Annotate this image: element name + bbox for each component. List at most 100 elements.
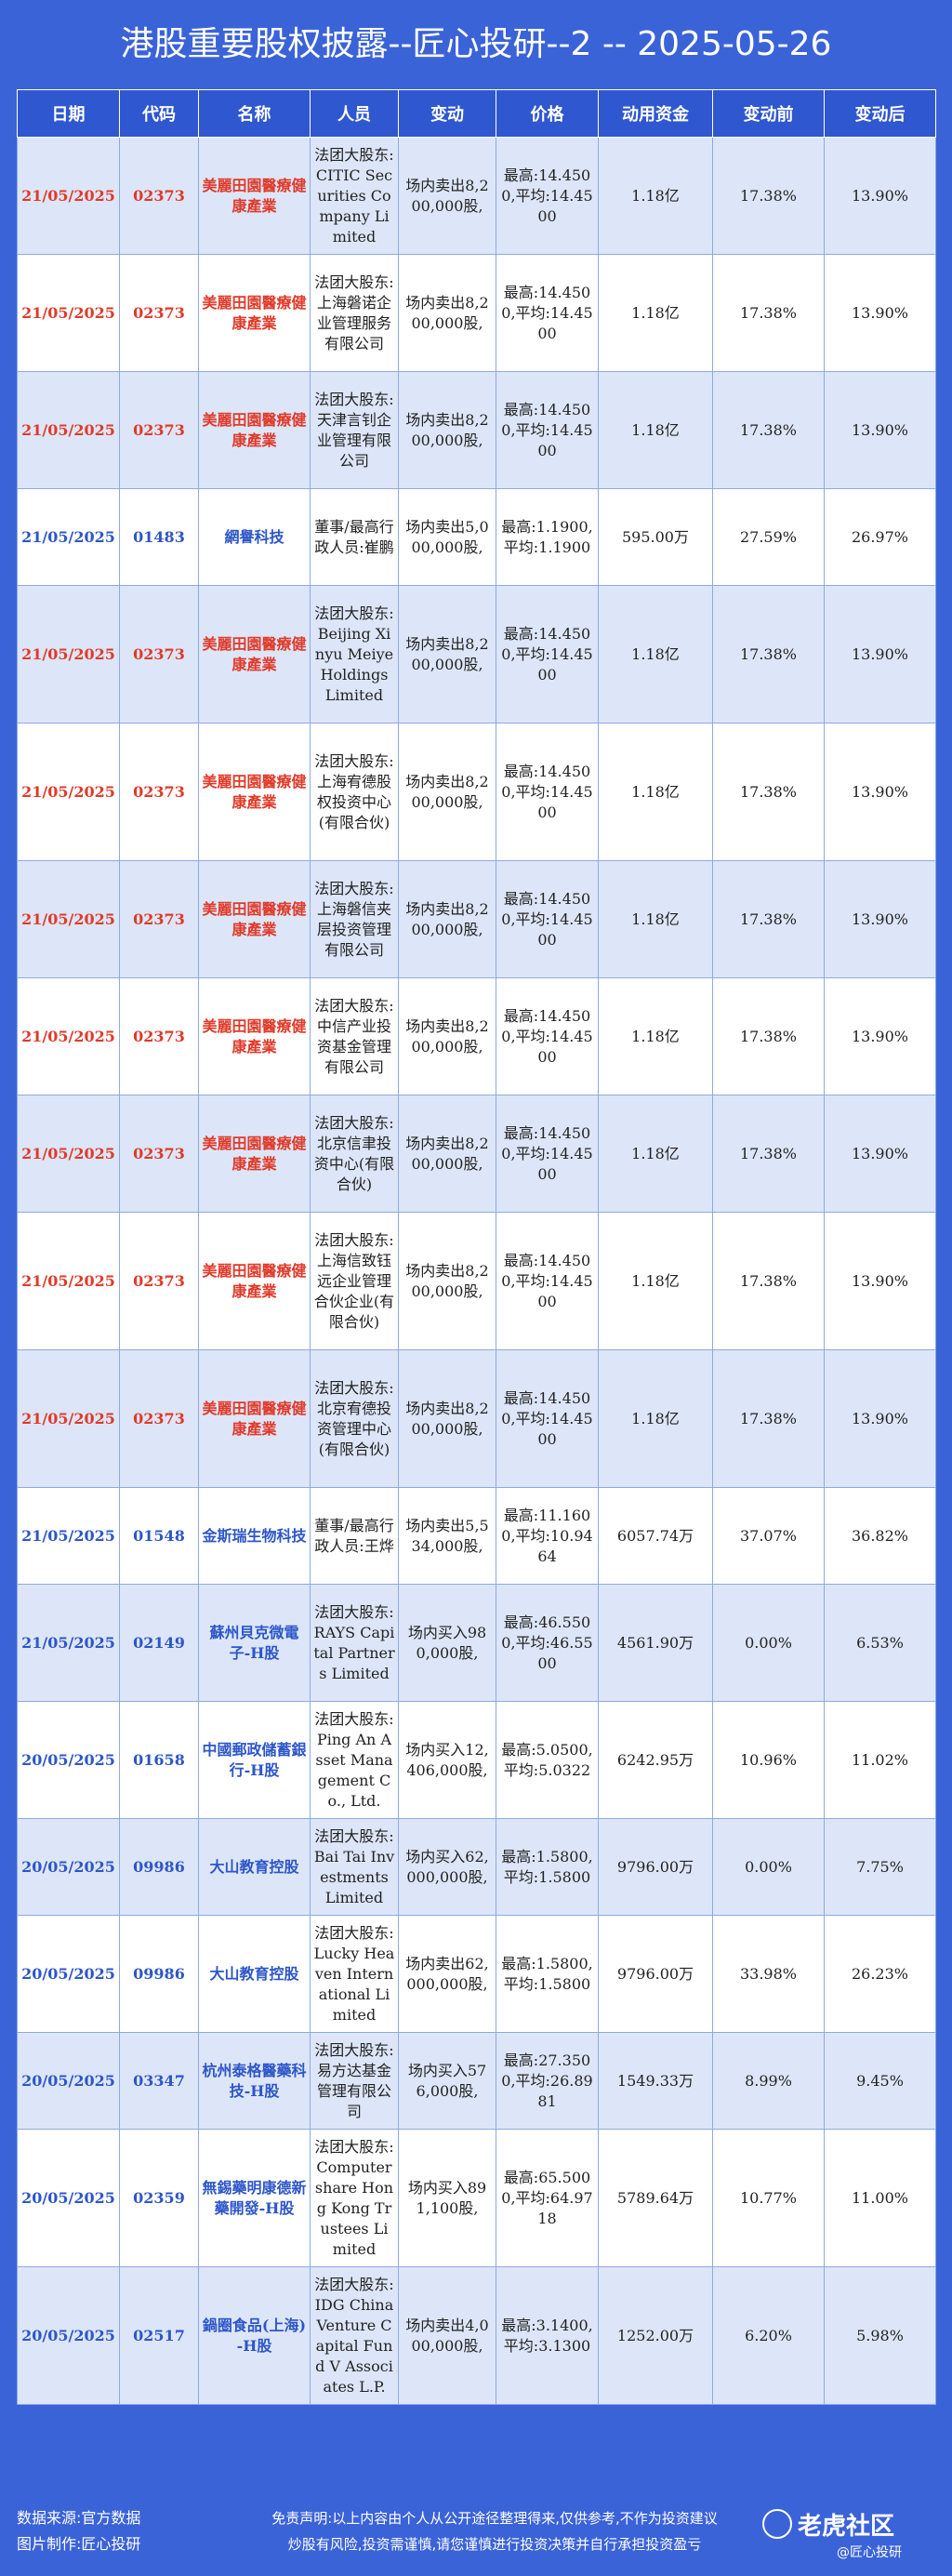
cell-person: 法团大股东:上海磐诺企业管理服务有限公司 [310,254,399,372]
cell-before: 8.99% [712,2032,825,2130]
cell-price: 最高:65.5000,平均:64.9718 [496,2129,599,2267]
cell-after: 13.90% [824,977,936,1095]
cell-change: 场内买入576,000股, [398,2032,496,2130]
col-header-name: 名称 [198,89,311,138]
cell-amount: 1.18亿 [598,860,713,978]
cell-person: 法团大股东:Ping An Asset Management Co., Ltd. [310,1701,399,1819]
cell-person: 法团大股东:北京信聿投资中心(有限合伙) [310,1095,399,1213]
cell-price: 最高:1.5800,平均:1.5800 [496,1818,599,1916]
cell-change: 场内卖出4,000,000股, [398,2266,496,2405]
col-header-before: 变动前 [712,89,825,138]
cell-price: 最高:5.0500,平均:5.0322 [496,1701,599,1819]
cell-after: 11.02% [824,1701,936,1819]
cell-after: 6.53% [824,1584,936,1702]
cell-amount: 5789.64万 [598,2129,713,2267]
cell-name: 美麗田園醫療健康產業 [198,1349,311,1488]
cell-date: 20/05/2025 [17,1915,120,2033]
cell-date: 21/05/2025 [17,585,120,724]
cell-person: 法团大股东:上海磐信夹层投资管理有限公司 [310,860,399,978]
cell-price: 最高:14.4500,平均:14.4500 [496,1349,599,1488]
cell-change: 场内卖出5,000,000股, [398,488,496,586]
table-row: 21/05/2025 02149 蘇州貝克微電子-H股 法团大股东:RAYS Capi… [17,1584,936,1702]
table-row: 20/05/2025 09986 大山教育控股 法团大股东:Bai Tai Inves… [17,1818,936,1916]
cell-amount: 4561.90万 [598,1584,713,1702]
cell-amount: 6057.74万 [598,1487,713,1585]
cell-date: 21/05/2025 [17,371,120,489]
cell-after: 13.90% [824,585,936,724]
cell-code: 02149 [119,1584,199,1702]
cell-person: 法团大股东:天津言钊企业管理有限公司 [310,371,399,489]
cell-person: 法团大股东:易方达基金管理有限公司 [310,2032,399,2130]
cell-code: 09986 [119,1818,199,1916]
cell-name: 美麗田園醫療健康產業 [198,1212,311,1350]
table-row: 21/05/2025 02373 美麗田園醫療健康產業 法团大股东:上海磐信夹层投资管… [17,860,936,978]
disclaimer-line-2: 炒股有风险,投资需谨慎,请您谨慎进行投资决策并自行承担投资盈亏 [287,2536,702,2553]
cell-amount: 595.00万 [598,488,713,586]
cell-price: 最高:46.5500,平均:46.5500 [496,1584,599,1702]
cell-name: 杭州泰格醫藥科技-H股 [198,2032,311,2130]
tiger-logo-icon [762,2509,792,2539]
disclaimer-line-1: 免责声明:以上内容由个人从公开途径整理得来,仅供参考,不作为投资建议 [271,2510,718,2527]
cell-name: 美麗田園醫療健康產業 [198,860,311,978]
cell-after: 11.00% [824,2129,936,2267]
cell-price: 最高:14.4500,平均:14.4500 [496,1095,599,1213]
cell-change: 场内卖出8,200,000股, [398,1212,496,1350]
cell-after: 13.90% [824,723,936,861]
cell-change: 场内卖出8,200,000股, [398,723,496,861]
cell-code: 02373 [119,254,199,372]
cell-amount: 1252.00万 [598,2266,713,2405]
cell-change: 场内卖出8,200,000股, [398,254,496,372]
cell-amount: 1.18亿 [598,1349,713,1488]
table-row: 20/05/2025 09986 大山教育控股 法团大股东:Lucky Heaven … [17,1915,936,2033]
footer-credits: 数据来源:官方数据 图片制作:匠心投研 [17,2505,140,2557]
cell-code: 01658 [119,1701,199,1819]
cell-before: 27.59% [712,488,825,586]
disclosure-table: 日期 代码 名称 人员 变动 价格 动用资金 变动前 变动后 21/05/202… [17,89,936,2405]
table-row: 20/05/2025 02359 無錫藥明康德新藥開發-H股 法团大股东:Comput… [17,2129,936,2267]
table-row: 21/05/2025 02373 美麗田園醫療健康產業 法团大股东:北京信聿投资中心(… [17,1095,936,1213]
cell-after: 13.90% [824,137,936,255]
cell-person: 董事/最高行政人员:崔鹏 [310,488,399,586]
cell-after: 13.90% [824,254,936,372]
cell-name: 美麗田園醫療健康產業 [198,977,311,1095]
cell-code: 03347 [119,2032,199,2130]
cell-after: 13.90% [824,860,936,978]
cell-date: 21/05/2025 [17,1584,120,1702]
cell-code: 01483 [119,488,199,586]
cell-name: 無錫藥明康德新藥開發-H股 [198,2129,311,2267]
cell-price: 最高:14.4500,平均:14.4500 [496,137,599,255]
footer-disclaimer: 免责声明:以上内容由个人从公开途径整理得来,仅供参考,不作为投资建议 炒股有风险… [244,2505,746,2557]
cell-after: 9.45% [824,2032,936,2130]
cell-date: 21/05/2025 [17,860,120,978]
cell-person: 法团大股东:上海宥德股权投资中心(有限合伙) [310,723,399,861]
col-header-change: 变动 [398,89,496,138]
disclosure-table-wrap: 日期 代码 名称 人员 变动 价格 动用资金 变动前 变动后 21/05/202… [17,89,936,2405]
cell-date: 21/05/2025 [17,1212,120,1350]
cell-code: 01548 [119,1487,199,1585]
col-header-date: 日期 [17,89,120,138]
cell-before: 17.38% [712,1212,825,1350]
cell-person: 法团大股东:上海信致钰远企业管理合伙企业(有限合伙) [310,1212,399,1350]
table-row: 21/05/2025 02373 美麗田園醫療健康產業 法团大股东:上海信致钰远企业管… [17,1212,936,1350]
cell-amount: 6242.95万 [598,1701,713,1819]
cell-date: 21/05/2025 [17,137,120,255]
cell-amount: 9796.00万 [598,1915,713,2033]
cell-price: 最高:14.4500,平均:14.4500 [496,585,599,724]
cell-amount: 1.18亿 [598,137,713,255]
author-handle: @匠心投研 [837,2545,902,2560]
cell-code: 02373 [119,1095,199,1213]
table-body: 21/05/2025 02373 美麗田園醫療健康產業 法团大股东:CITIC Sec… [17,137,936,2405]
cell-before: 10.77% [712,2129,825,2267]
footer: 数据来源:官方数据 图片制作:匠心投研 免责声明:以上内容由个人从公开途径整理得… [0,2494,952,2576]
cell-name: 美麗田園醫療健康產業 [198,585,311,724]
cell-amount: 1.18亿 [598,254,713,372]
cell-change: 场内卖出8,200,000股, [398,977,496,1095]
cell-before: 6.20% [712,2266,825,2405]
cell-after: 26.97% [824,488,936,586]
footer-maker: 图片制作:匠心投研 [17,2535,141,2553]
cell-after: 13.90% [824,1095,936,1213]
table-row: 20/05/2025 01658 中國郵政儲蓄銀行-H股 法团大股东:Ping An … [17,1701,936,1819]
col-header-person: 人员 [310,89,399,138]
cell-date: 20/05/2025 [17,2129,120,2267]
col-header-code: 代码 [119,89,199,138]
